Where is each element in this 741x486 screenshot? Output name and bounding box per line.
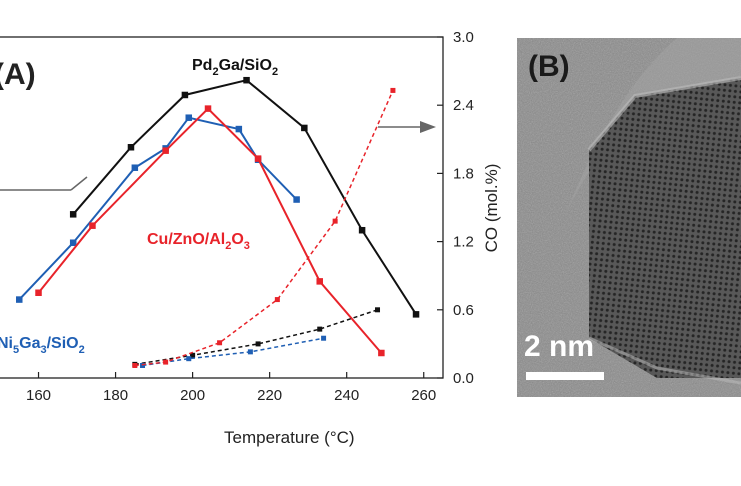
data-point-pd_co [190, 352, 196, 358]
data-point-ni_main [293, 196, 300, 203]
data-point-cu_co [332, 218, 338, 224]
data-point-cu_co [390, 87, 396, 93]
data-point-cu_co [163, 359, 169, 365]
data-point-cu_co [274, 297, 280, 303]
left-axis-pointer-leader [70, 176, 88, 191]
data-point-ni_main [69, 239, 77, 246]
label-ni5ga3: Ni5Ga3/SiO2 [0, 335, 85, 356]
data-point-ni_co [140, 362, 146, 368]
data-point-cu_co [132, 362, 138, 368]
series-line-pd_co [134, 309, 378, 366]
series-line-pd_main [72, 79, 417, 315]
x-axis-title: Temperature (°C) [224, 428, 355, 447]
data-point-pd_co [255, 341, 261, 347]
panel-b-label: (B) [528, 50, 570, 83]
data-point-cu_main [89, 222, 96, 229]
x-tick-label: 160 [26, 387, 51, 404]
plot-frame [0, 36, 444, 379]
data-point-ni_co [247, 349, 253, 355]
right-tick-label: 0.0 [453, 370, 474, 387]
data-point-cu_main [254, 155, 262, 162]
data-point-pd_main [243, 76, 250, 84]
data-point-ni_main [16, 296, 23, 303]
data-point-pd_main [412, 311, 420, 318]
x-tick-label: 240 [334, 387, 359, 404]
x-tick-label: 260 [411, 387, 436, 404]
plot-area-a: 160 180 200 220 240 260 0.0 0.6 1.2 1.8 2.4 3.0 [0, 29, 474, 404]
data-point-pd_co [375, 307, 381, 313]
data-point-cu_main [378, 349, 385, 357]
right-tick-label: 3.0 [453, 29, 474, 46]
data-point-pd_co [317, 326, 323, 332]
label-cuzno: Cu/ZnO/Al2O3 [147, 231, 250, 252]
scale-bar [526, 372, 604, 380]
data-point-ni_co [321, 335, 327, 341]
data-point-pd_main [181, 91, 189, 99]
label-pd2ga: Pd2Ga/SiO2 [192, 57, 278, 78]
series-line-ni_main [18, 116, 298, 301]
data-point-cu_co [217, 340, 223, 346]
series-line-cu_co [134, 90, 394, 367]
data-point-pd_main [301, 124, 308, 132]
x-tick-label: 220 [257, 387, 282, 404]
panel-a-label: (A) [0, 58, 36, 91]
data-point-ni_main [131, 164, 139, 171]
right-tick-label: 0.6 [453, 302, 474, 319]
data-point-pd_main [358, 226, 366, 234]
data-point-ni_co [186, 356, 192, 362]
right-axis-title: CO (mol.%) [482, 164, 501, 253]
x-tick-label: 200 [180, 387, 205, 404]
data-point-ni_main [185, 114, 193, 121]
right-tick-label: 2.4 [453, 97, 474, 114]
data-point-pd_main [127, 144, 135, 151]
scale-bar-label: 2 nm [524, 330, 595, 363]
right-axis-arrowhead [420, 121, 436, 133]
right-tick-label: 1.8 [453, 165, 474, 182]
x-tick-label: 180 [103, 387, 128, 404]
data-point-cu_main [35, 289, 42, 296]
data-point-ni_main [235, 125, 243, 133]
data-point-cu_main [162, 147, 169, 154]
tem-micrograph [517, 38, 741, 397]
data-point-cu_main [204, 105, 212, 112]
right-tick-label: 1.2 [453, 234, 474, 251]
data-point-cu_main [316, 278, 323, 285]
data-point-pd_main [69, 211, 77, 218]
